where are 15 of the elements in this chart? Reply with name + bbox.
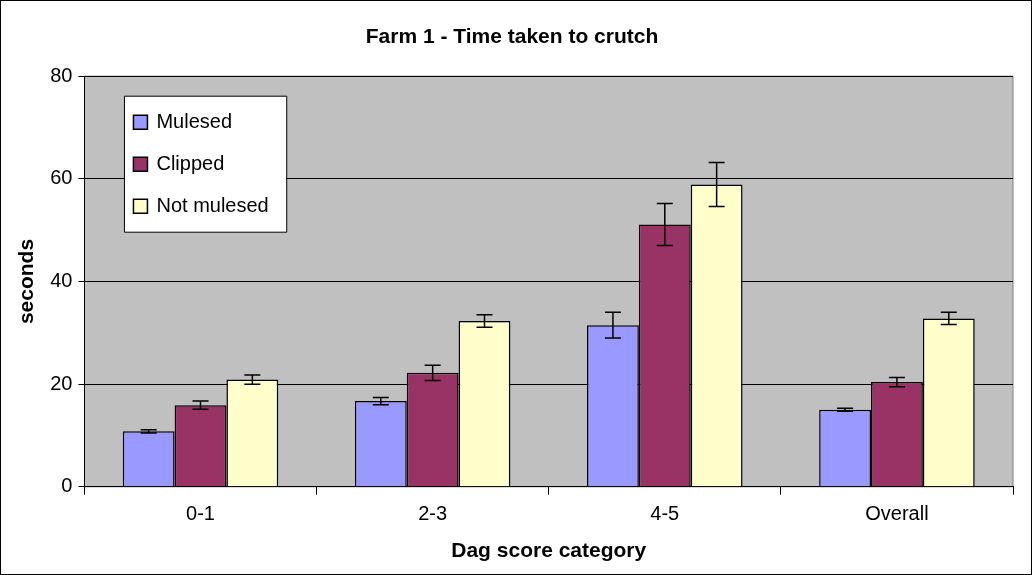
x-tick-label: 0-1	[186, 502, 215, 525]
x-tick-label: Overall	[865, 502, 929, 525]
x-tick-label: 4-5	[650, 502, 680, 525]
y-axis-title: seconds	[14, 238, 38, 325]
y-tick-label: 80	[50, 63, 73, 86]
x-tick-label: 2-3	[418, 502, 448, 525]
y-tick-label: 60	[50, 166, 73, 189]
y-tick-label: 20	[50, 371, 73, 394]
legend-label: Not mulesed	[156, 193, 269, 216]
chart-title: Farm 1 - Time taken to crutch	[365, 24, 659, 48]
y-tick-label: 0	[61, 474, 73, 497]
x-axis-title: Dag score category	[451, 538, 647, 562]
legend-label: Clipped	[156, 151, 225, 174]
legend-label: Mulesed	[156, 109, 233, 132]
y-tick-label: 40	[50, 269, 73, 292]
